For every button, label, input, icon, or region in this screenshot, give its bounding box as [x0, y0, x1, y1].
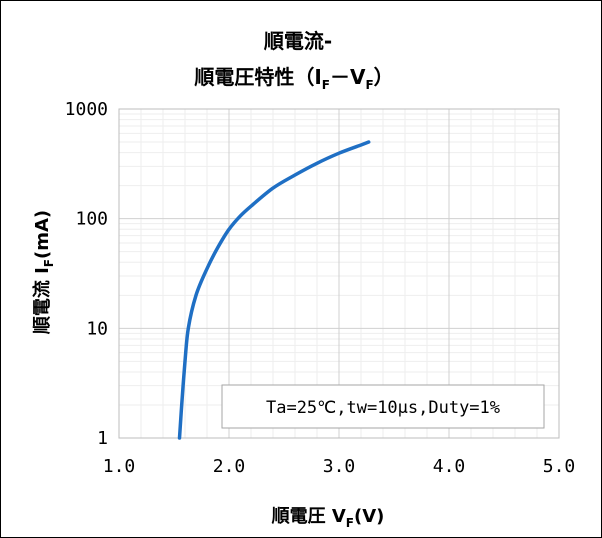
y-tick-label: 1000: [65, 99, 108, 120]
y-tick-label: 100: [75, 209, 108, 230]
x-axis-title: 順電圧 VF(V): [272, 506, 385, 530]
x-tick-labels: 1.0 2.0 3.0 4.0 5.0: [103, 456, 576, 477]
x-tick-label: 1.0: [103, 456, 136, 477]
series-line: [177, 140, 371, 440]
x-tick-label: 4.0: [433, 456, 466, 477]
chart-title-line2: 順電圧特性（IF－VF）: [194, 65, 393, 92]
x-tick-label: 3.0: [323, 456, 356, 477]
y-tick-label: 1: [97, 428, 108, 449]
annotation-text: Ta=25℃,tw=10μs,Duty=1%: [266, 398, 500, 418]
x-tick-label: 2.0: [213, 456, 246, 477]
x-tick-label: 5.0: [543, 456, 576, 477]
y-tick-label: 10: [86, 318, 108, 339]
y-axis-title: 順電流 IF(mA): [31, 210, 56, 334]
condition-annotation: Ta=25℃,tw=10μs,Duty=1%: [221, 384, 545, 429]
annotation-box: [221, 384, 545, 429]
plot-area: [118, 108, 560, 439]
chart-title-line1: 順電流-: [264, 29, 332, 53]
y-tick-labels: 1 10 100 1000: [65, 99, 108, 449]
